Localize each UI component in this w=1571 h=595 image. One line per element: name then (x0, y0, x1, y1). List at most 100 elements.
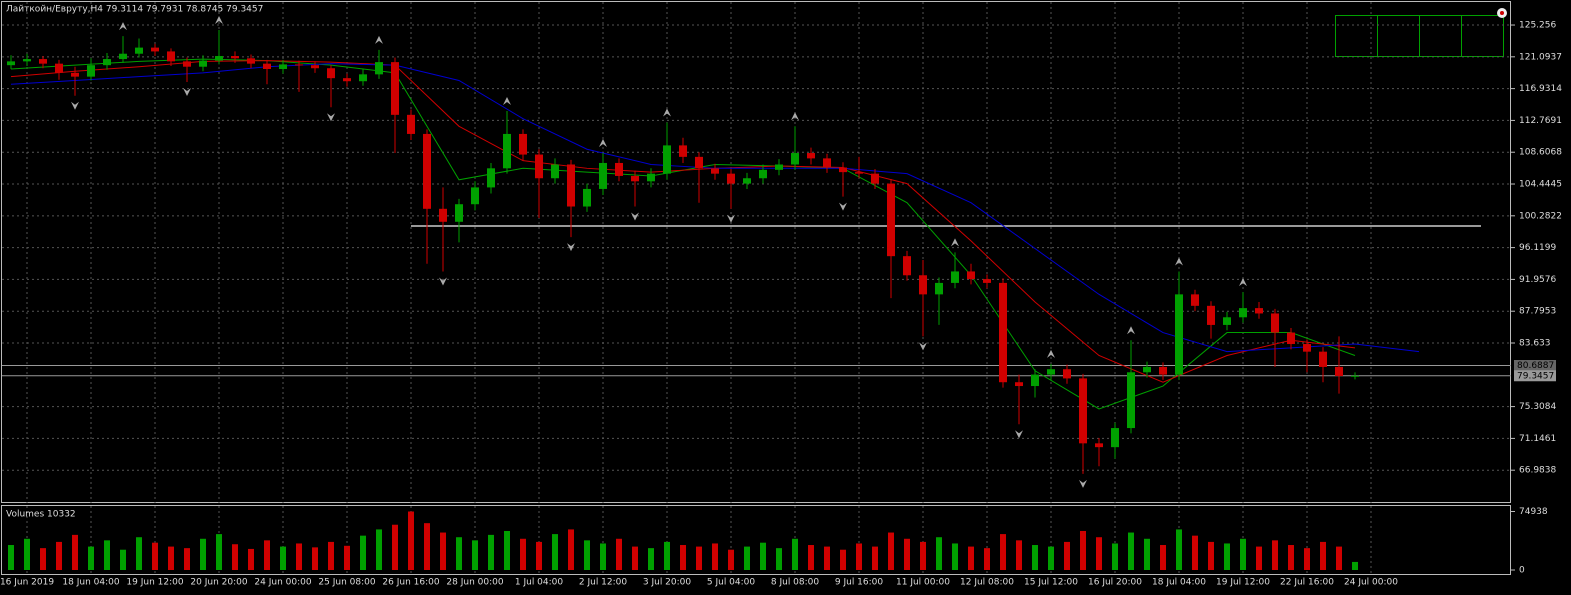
candle-body (215, 56, 223, 61)
x-tick-label: 22 Jul 16:00 (1280, 578, 1334, 588)
volume-bar (584, 540, 590, 570)
volume-bar (600, 543, 606, 570)
candle-body (535, 154, 543, 179)
fractal-up (1175, 257, 1183, 266)
price-label: 80.6887 (1517, 361, 1554, 371)
volume-bar (1240, 538, 1246, 570)
x-tick-label: 18 Jul 04:00 (1152, 578, 1206, 588)
y-tick-label: 91.9576 (1519, 275, 1556, 285)
candle-body (231, 56, 239, 59)
candle-body (871, 173, 879, 184)
y-tick-label: 112.7691 (1519, 116, 1562, 126)
volume-bar (664, 541, 670, 570)
candle-body (1095, 443, 1103, 448)
volume-bar (1080, 530, 1086, 570)
candle-body (599, 162, 607, 189)
volume-bar (696, 546, 702, 570)
x-tick-label: 15 Jul 12:00 (1024, 578, 1078, 588)
candle-body (631, 175, 639, 182)
volume-bar (184, 548, 190, 570)
y-tick-label: 87.7953 (1519, 307, 1556, 317)
volume-bar (888, 532, 894, 570)
volume-bar (456, 537, 462, 570)
volume-bar (408, 511, 414, 570)
candle-body (1319, 351, 1327, 367)
volume-bar (792, 538, 798, 570)
candle-body (167, 51, 175, 62)
volume-bar (24, 538, 30, 570)
volume-bar (216, 534, 222, 570)
candle-body (151, 47, 159, 52)
candle-body (39, 59, 47, 64)
volume-bar (392, 524, 398, 570)
volume-bar (1352, 561, 1358, 570)
fractal-down (727, 214, 735, 223)
volume-bar (904, 538, 910, 570)
volume-bar (568, 529, 574, 570)
candle-body (1191, 294, 1199, 306)
volume-bar (376, 529, 382, 570)
fractal-up (951, 238, 959, 247)
candle-body (887, 183, 895, 257)
fractal-up (663, 108, 671, 117)
candle-body (1271, 313, 1279, 333)
volume-bar (440, 532, 446, 570)
candle-body (135, 47, 143, 54)
candle-body (439, 208, 447, 222)
candle-body (1303, 344, 1311, 352)
volume-bar (1144, 538, 1150, 570)
x-tick-label: 19 Jul 12:00 (1216, 578, 1270, 588)
volume-bar (1032, 545, 1038, 570)
volume-bar (920, 541, 926, 570)
candle-body (1063, 369, 1071, 379)
candle-body (1255, 308, 1263, 314)
y-tick-label: 121.0937 (1519, 52, 1562, 62)
volume-bar (936, 537, 942, 570)
x-tick-label: 24 Jul 00:00 (1344, 578, 1398, 588)
volume-bar (1224, 543, 1230, 570)
volume-pane-frame (1, 505, 1511, 575)
fractal-down (1015, 430, 1023, 439)
fractal-up (1239, 278, 1247, 287)
volume-bar (312, 547, 318, 570)
candle-body (183, 61, 191, 67)
volume-bar (856, 543, 862, 570)
volume-bar (1128, 532, 1134, 570)
volume-bar (1336, 546, 1342, 570)
candle-body (1015, 382, 1023, 387)
candle-body (455, 204, 463, 222)
candle-body (567, 164, 575, 207)
candle-body (1351, 375, 1359, 377)
volume-bar (424, 523, 430, 570)
x-tick-label: 20 Jun 20:00 (190, 578, 247, 588)
volume-bar (1288, 545, 1294, 570)
candle-body (1047, 369, 1055, 375)
volume-bar (344, 545, 350, 570)
candle-body (279, 64, 287, 69)
x-tick-label: 12 Jul 08:00 (960, 578, 1014, 588)
volume-bar (1000, 534, 1006, 570)
candle-body (1111, 428, 1119, 448)
candle-body (551, 164, 559, 179)
volume-bar (232, 544, 238, 570)
x-tick-label: 11 Jul 00:00 (896, 578, 950, 588)
volume-bar (1096, 537, 1102, 570)
volume-bar (616, 538, 622, 570)
candle-body (7, 61, 15, 66)
volume-bar (264, 540, 270, 570)
x-tick-label: 3 Jul 20:00 (643, 578, 692, 588)
candle-body (407, 114, 415, 134)
autotrade-icon-dot (1500, 11, 1504, 15)
candle-body (679, 145, 687, 157)
x-tick-label: 2 Jul 12:00 (579, 578, 628, 588)
price-label-box (1514, 370, 1556, 382)
fractal-up (1047, 349, 1055, 358)
volume-bar (104, 540, 110, 570)
candle-body (839, 167, 847, 173)
x-tick-label: 18 Jun 04:00 (62, 578, 119, 588)
volume-bar (56, 541, 62, 570)
volume-bar (680, 545, 686, 570)
candle-body (663, 145, 671, 174)
volume-bar (728, 549, 734, 570)
